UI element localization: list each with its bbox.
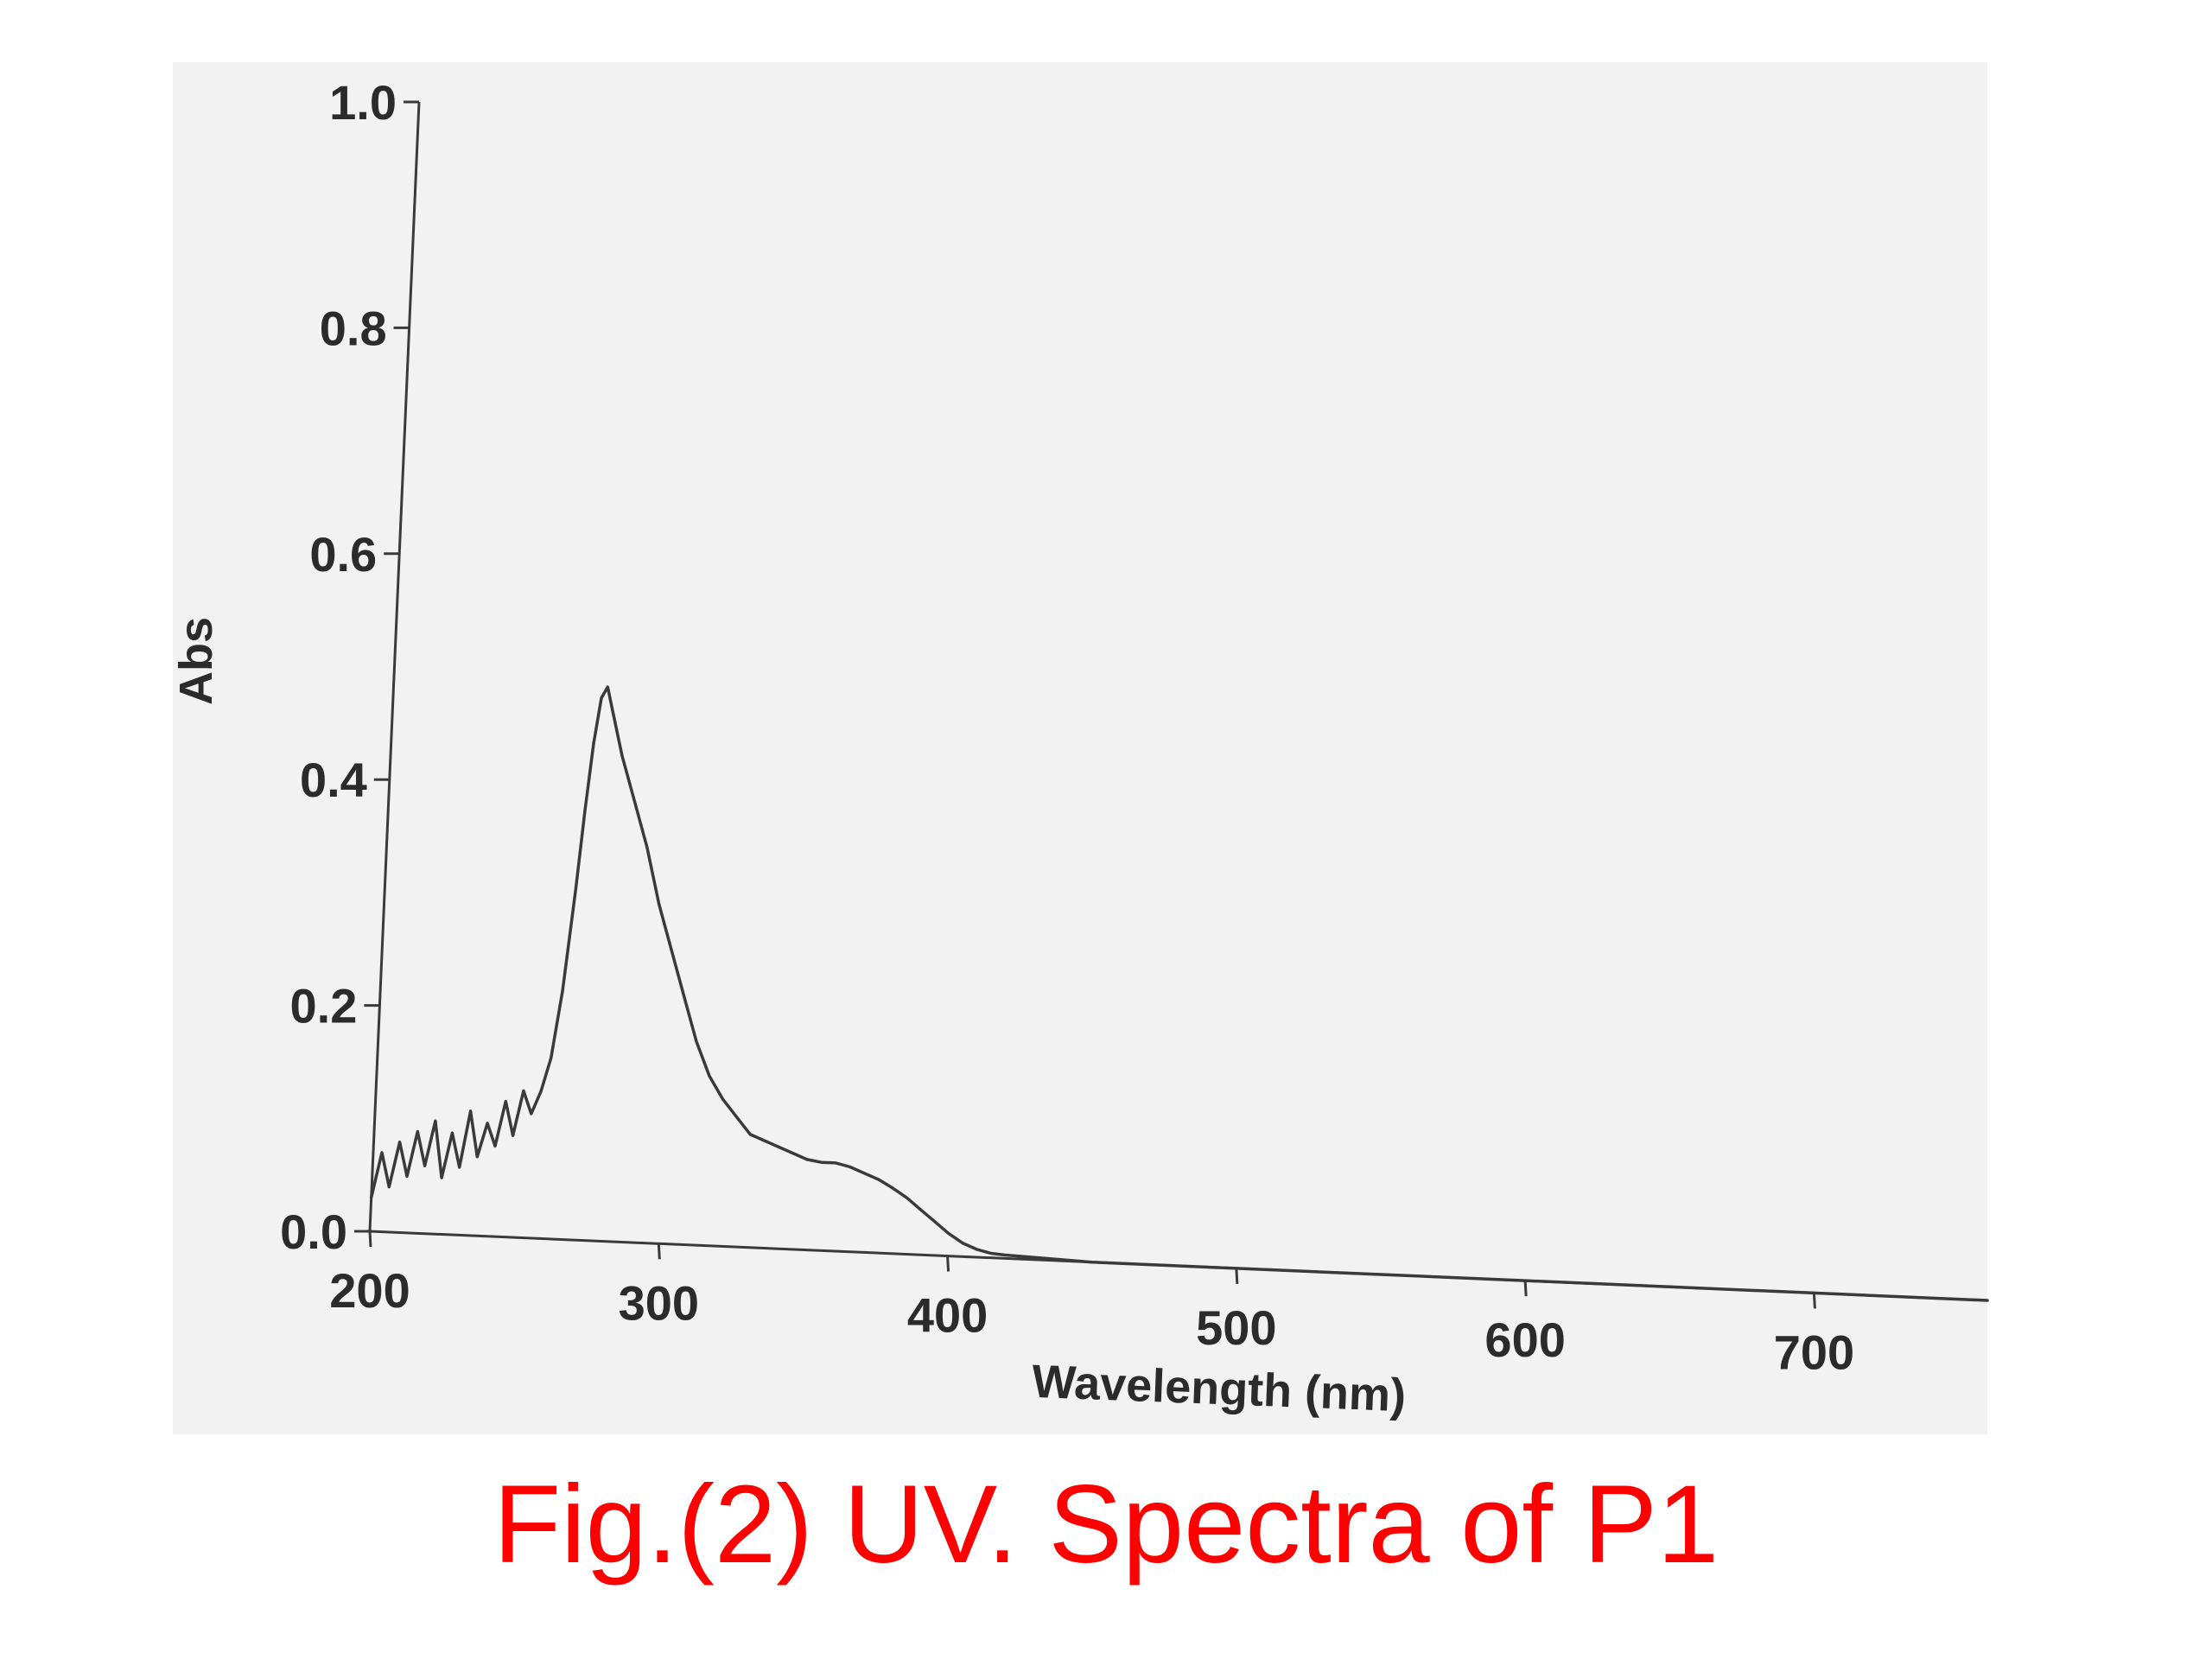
y-axis-title: Abs [170, 617, 222, 705]
y-tick-label: 0.0 [280, 1205, 347, 1259]
x-tick-mark [1523, 1281, 1528, 1297]
x-tick-mark [657, 1243, 661, 1260]
x-tick-mark [1812, 1293, 1816, 1309]
x-tick-mark [1235, 1268, 1239, 1284]
x-tick-label: 700 [1774, 1325, 1854, 1379]
figure-caption: Fig.(2) UV. Spectra of P1 [493, 1463, 1719, 1586]
y-tick-label: 1.0 [329, 75, 397, 130]
y-axis-line [368, 101, 421, 1232]
y-tick-label: 0.2 [290, 979, 358, 1033]
x-tick-label: 200 [329, 1263, 410, 1318]
x-tick-mark [368, 1230, 372, 1248]
x-tick-mark [946, 1255, 950, 1272]
x-tick-label: 500 [1196, 1300, 1276, 1355]
y-tick-label: 0.4 [300, 753, 367, 807]
scanned-chart-panel [173, 62, 1987, 1434]
absorbance-line [369, 685, 1989, 1302]
x-tick-label: 600 [1484, 1313, 1565, 1367]
x-axis-title: Wavelength (nm) [1031, 1356, 1407, 1422]
y-tick-label: 0.8 [320, 301, 387, 355]
x-tick-label: 400 [907, 1288, 988, 1343]
y-tick-label: 0.6 [309, 527, 377, 582]
x-tick-label: 300 [619, 1275, 699, 1330]
